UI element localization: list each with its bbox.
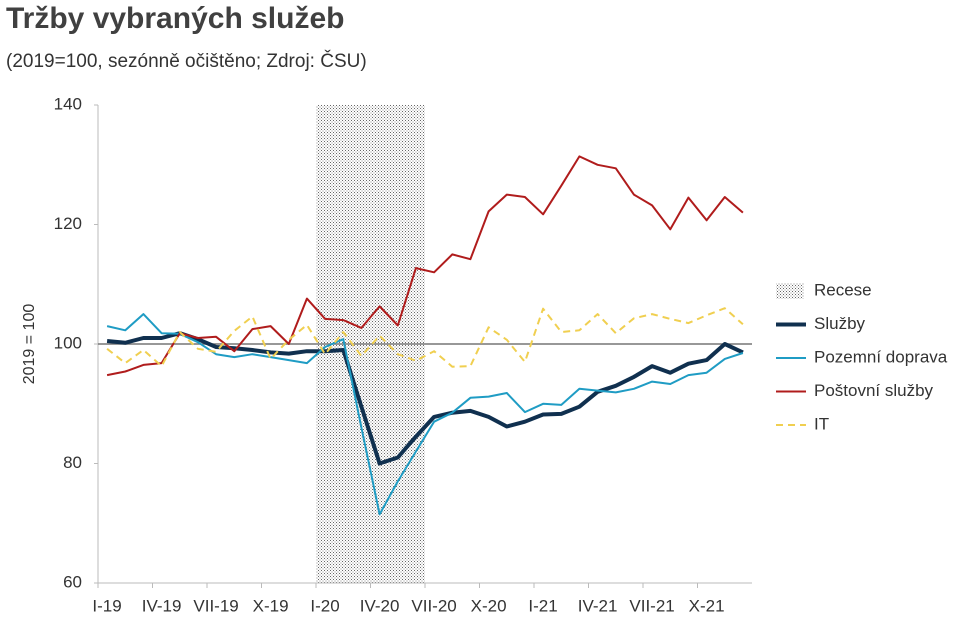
x-tick-label: X-19: [253, 596, 289, 615]
series-line: [106, 307, 744, 368]
x-tick-label: X-21: [689, 596, 725, 615]
y-tick-label: 60: [63, 572, 82, 591]
legend-label: Služby: [814, 314, 866, 333]
legend-label: IT: [814, 414, 829, 433]
legend-swatch: [776, 283, 804, 299]
series-line: [106, 155, 744, 377]
chart-subtitle: (2019=100, sezónně očištěno; Zdroj: ČSU): [6, 50, 367, 72]
legend-label: Poštovní služby: [814, 381, 934, 400]
x-tick-label: IV-19: [142, 596, 182, 615]
x-tick-label: VII-21: [629, 596, 674, 615]
y-tick-label: 120: [54, 214, 82, 233]
x-tick-label: VII-19: [193, 596, 238, 615]
legend-label: Pozemní doprava: [814, 347, 948, 366]
y-axis-label: 2019 = 100: [21, 304, 38, 385]
x-tick-label: I-19: [92, 596, 121, 615]
x-tick-label: I-21: [528, 596, 557, 615]
legend-label: Recese: [814, 280, 872, 299]
series-line: [106, 331, 744, 466]
chart-title: Tržby vybraných služeb: [6, 2, 344, 35]
x-tick-label: IV-21: [578, 596, 618, 615]
x-tick-label: VII-20: [411, 596, 456, 615]
x-tick-label: IV-20: [360, 596, 400, 615]
y-tick-label: 100: [54, 333, 82, 352]
y-tick-label: 80: [63, 453, 82, 472]
x-tick-label: I-20: [310, 596, 339, 615]
x-tick-label: X-20: [471, 596, 507, 615]
y-tick-label: 140: [54, 94, 82, 113]
